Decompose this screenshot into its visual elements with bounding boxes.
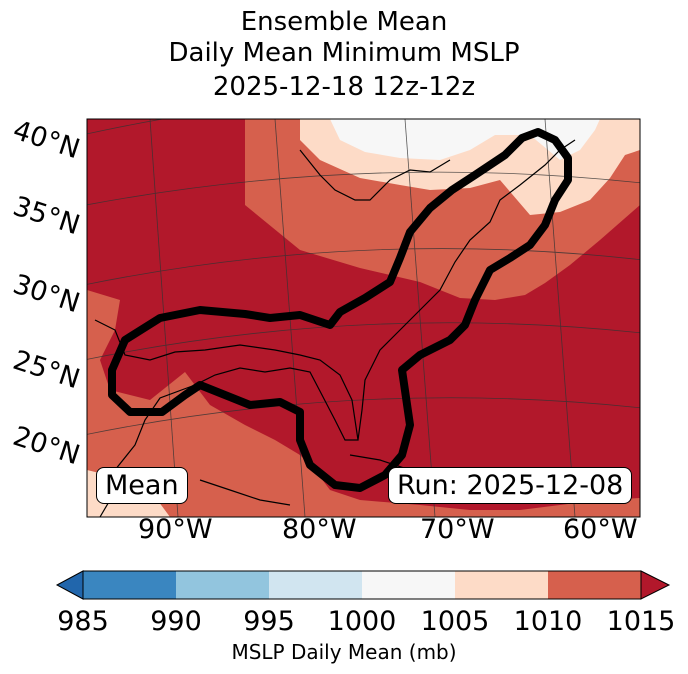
- mslp-contour: [108, 128, 572, 492]
- lon-label-90w: 90°W: [138, 514, 213, 545]
- colorbar-tick-1000: 1000: [327, 606, 397, 637]
- colorbar-tick-995: 995: [243, 606, 295, 637]
- mslp-995-1000-fill: [330, 119, 600, 160]
- colorbar-seg-1010-1015: [548, 571, 641, 599]
- colorbar-seg-990-995: [176, 571, 269, 599]
- colorbar-extend-high: [640, 570, 671, 600]
- colorbar-tick-1005: 1005: [420, 606, 490, 637]
- title-line-1: Ensemble Mean: [240, 7, 448, 37]
- colorbar-tick-990: 990: [150, 606, 202, 637]
- lon-label-70w: 70°W: [420, 514, 495, 545]
- mslp-field: [87, 119, 640, 517]
- lon-label-80w: 80°W: [282, 514, 357, 545]
- title-line-3: 2025-12-18 12z-12z: [212, 72, 476, 102]
- colorbar-extend-low: [55, 570, 84, 600]
- map-frame: [86, 118, 641, 518]
- colorbar-tick-1015: 1015: [606, 606, 676, 637]
- mean-label-box: Mean: [96, 467, 188, 504]
- mslp-1005-1010-south: [87, 290, 640, 517]
- lon-label-60w: 60°W: [563, 514, 638, 545]
- colorbar-seg-1000-1005: [362, 571, 455, 599]
- coastline: [94, 139, 576, 517]
- colorbar-seg-995-1000: [269, 571, 362, 599]
- colorbar-label: MSLP Daily Mean (mb): [231, 640, 457, 664]
- colorbar-tick-1010: 1010: [513, 606, 583, 637]
- colorbar-seg-1005-1010: [455, 571, 548, 599]
- title-line-2: Daily Mean Minimum MSLP: [168, 38, 520, 68]
- colorbar: [55, 570, 671, 600]
- colorbar-tick-985: 985: [57, 606, 109, 637]
- run-label-box: Run: 2025-12-08: [388, 467, 633, 504]
- colorbar-seg-985-990: [83, 571, 176, 599]
